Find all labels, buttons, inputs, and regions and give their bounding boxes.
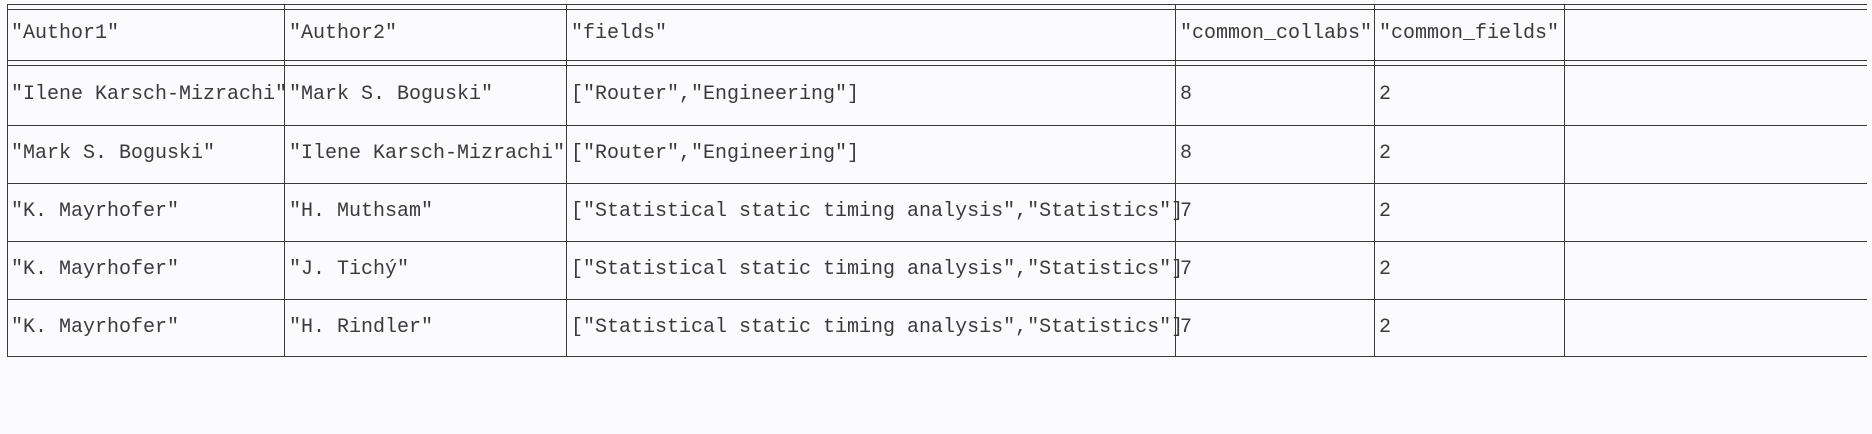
table-cell: 2 <box>1379 142 1392 165</box>
table-cell: "Ilene Karsch-Mizrachi" <box>289 142 566 165</box>
column-divider <box>7 4 8 356</box>
row-separator <box>7 125 1867 126</box>
row-separator <box>7 241 1867 242</box>
table-cell: 8 <box>1180 83 1193 106</box>
table-cell: "Mark S. Boguski" <box>289 83 494 106</box>
table-cell: 8 <box>1180 142 1193 165</box>
table-cell: 2 <box>1379 200 1392 223</box>
row-separator <box>7 183 1867 184</box>
table-cell: 7 <box>1180 258 1193 281</box>
table-cell: 7 <box>1180 316 1193 339</box>
table-bottom-border <box>7 356 1867 357</box>
column-divider <box>284 4 285 356</box>
table-cell: "K. Mayrhofer" <box>11 258 180 281</box>
column-header-common-collabs: "common_collabs" <box>1180 22 1373 45</box>
row-separator <box>7 299 1867 300</box>
column-divider <box>1175 4 1176 356</box>
table-cell: "Mark S. Boguski" <box>11 142 216 165</box>
column-divider <box>1564 4 1565 356</box>
table-cell: 2 <box>1379 258 1392 281</box>
table-cell: ["Router","Engineering"] <box>571 142 860 165</box>
header-separator <box>7 60 1867 66</box>
table-cell: "Ilene Karsch-Mizrachi" <box>11 83 288 106</box>
result-table: "Author1" "Author2" "fields" "common_col… <box>7 0 1867 430</box>
table-cell: "H. Muthsam" <box>289 200 434 223</box>
table-cell: 7 <box>1180 200 1193 223</box>
column-header-author2: "Author2" <box>289 22 398 45</box>
table-cell: ["Statistical static timing analysis","S… <box>571 200 1184 223</box>
column-header-fields: "fields" <box>571 22 668 45</box>
table-cell: "K. Mayrhofer" <box>11 200 180 223</box>
column-divider <box>566 4 567 356</box>
table-cell: 2 <box>1379 83 1392 106</box>
table-top-border <box>7 4 1867 10</box>
table-cell: "K. Mayrhofer" <box>11 316 180 339</box>
column-divider <box>1374 4 1375 356</box>
table-cell: 2 <box>1379 316 1392 339</box>
table-cell: ["Router","Engineering"] <box>571 83 860 106</box>
table-cell: ["Statistical static timing analysis","S… <box>571 316 1184 339</box>
column-header-author1: "Author1" <box>11 22 120 45</box>
table-cell: "H. Rindler" <box>289 316 434 339</box>
table-cell: "J. Tichý" <box>289 258 410 281</box>
table-cell: ["Statistical static timing analysis","S… <box>571 258 1184 281</box>
column-header-common-fields: "common_fields" <box>1379 22 1560 45</box>
